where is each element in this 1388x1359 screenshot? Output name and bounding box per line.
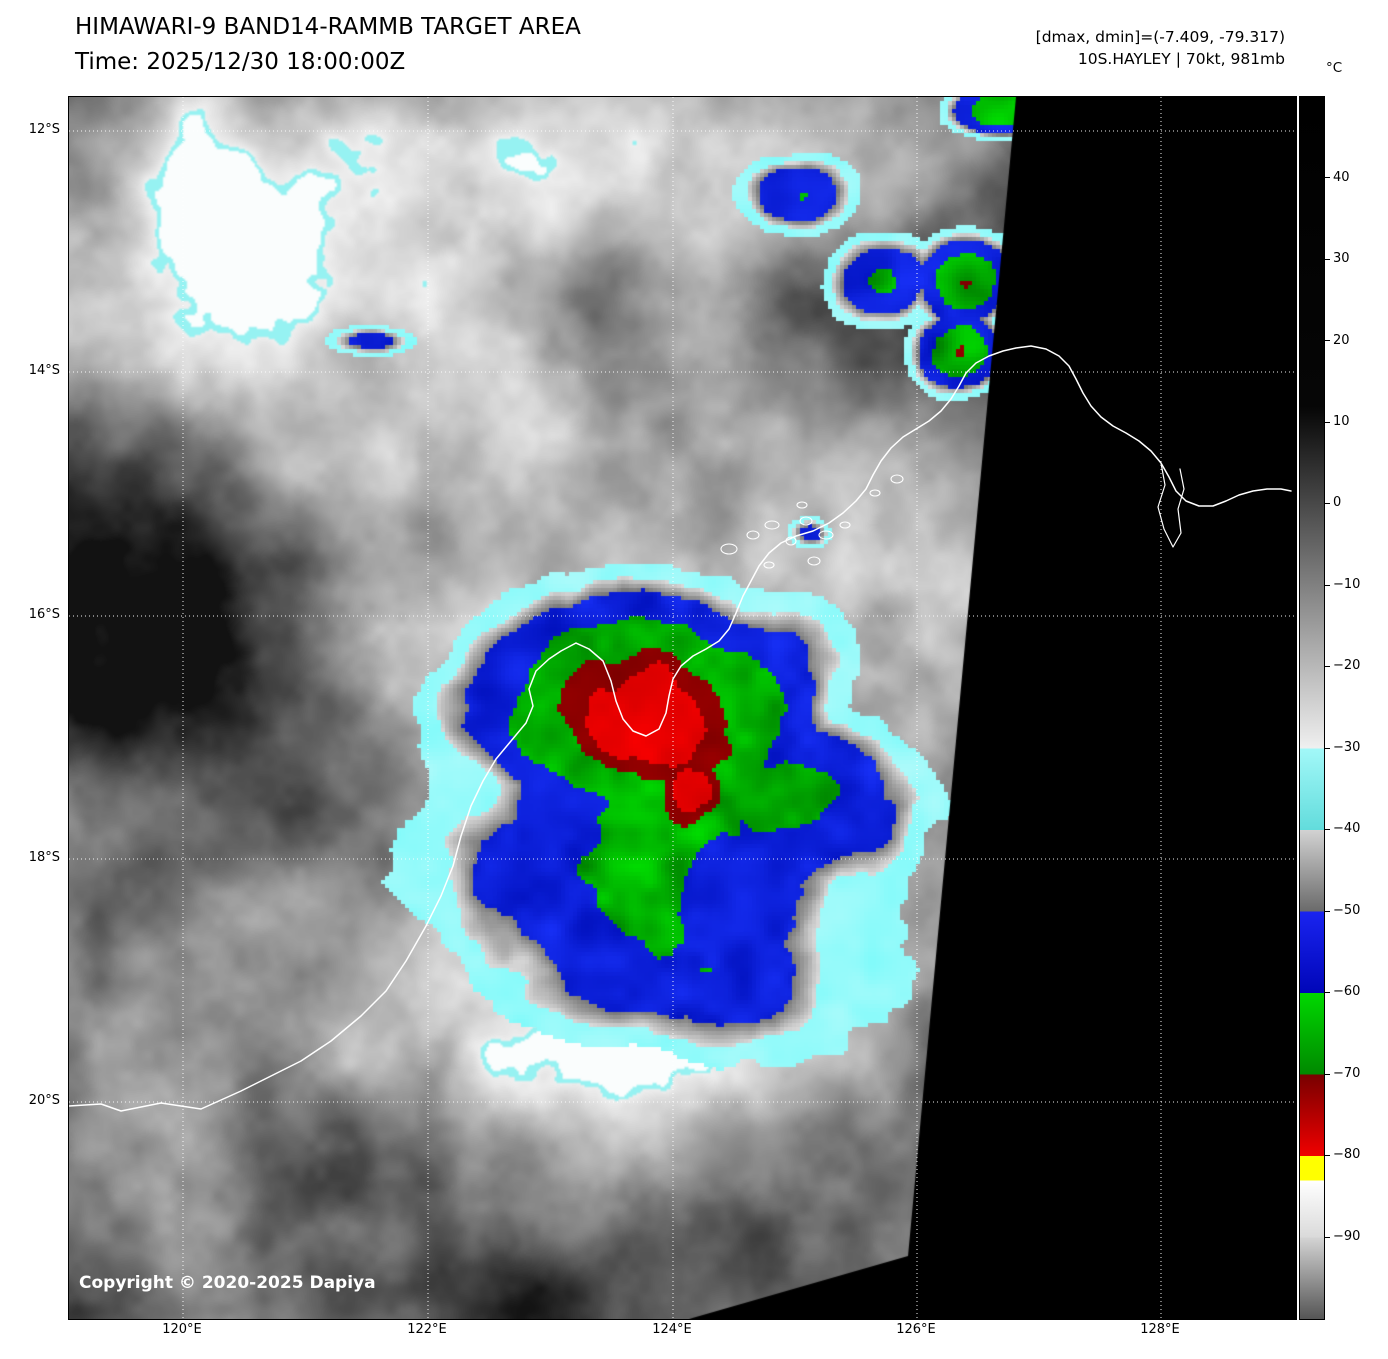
lat-tick-label: 16°S xyxy=(28,607,60,622)
colorbar-tick-label: −30 xyxy=(1333,740,1361,755)
island-outline xyxy=(764,520,780,530)
island-outline xyxy=(720,543,738,555)
island-outline xyxy=(746,530,760,540)
island-outline xyxy=(796,501,808,509)
colorbar-tick-label: −70 xyxy=(1333,1066,1361,1081)
colorbar-tick-label: −90 xyxy=(1333,1229,1361,1244)
map-overlay xyxy=(69,97,1296,1319)
colorbar-tick-label: −40 xyxy=(1333,821,1361,836)
colorbar-tick-label: 40 xyxy=(1333,170,1350,185)
lat-tick-label: 12°S xyxy=(28,122,60,137)
colorbar-tick-marks xyxy=(1325,96,1330,1318)
island-outline xyxy=(890,474,904,484)
colorbar-tick-label: 0 xyxy=(1333,495,1342,510)
colorbar-tick-label: −60 xyxy=(1333,984,1361,999)
colorbar-tick-label: −50 xyxy=(1333,903,1361,918)
island-outlines xyxy=(720,474,904,569)
colorbar-tick-label: −20 xyxy=(1333,658,1361,673)
island-outline xyxy=(869,489,881,497)
colorbar-unit-label: °C xyxy=(1326,60,1343,76)
lat-tick-label: 18°S xyxy=(28,850,60,865)
lat-tick-label: 14°S xyxy=(28,363,60,378)
longitude-axis: 120°E 122°E 124°E 126°E 128°E xyxy=(68,1322,1295,1344)
lon-tick-label: 128°E xyxy=(1140,1322,1180,1337)
colorbar-tick-label: 20 xyxy=(1333,333,1350,348)
island-outline xyxy=(785,536,797,546)
coastlines xyxy=(69,345,1292,1112)
island-outline xyxy=(799,516,813,526)
colorbar xyxy=(1299,96,1325,1320)
satellite-map: Copyright © 2020-2025 Dapiya xyxy=(68,96,1297,1320)
colorbar-tick-label: 10 xyxy=(1333,414,1350,429)
lon-tick-label: 126°E xyxy=(896,1322,936,1337)
header-info: [dmax, dmin]=(-7.409, -79.317) 10S.HAYLE… xyxy=(1036,26,1285,70)
island-outline xyxy=(839,521,851,529)
coastline-gulf-inlet xyxy=(1157,462,1185,548)
colorbar-tick-labels: 40 30 20 10 0 −10 −20 −30 −40 −50 −60 −7… xyxy=(1333,96,1387,1336)
colorbar-tick-label: 30 xyxy=(1333,251,1350,266)
island-outline xyxy=(763,561,775,569)
island-outline xyxy=(818,530,834,540)
product-time: Time: 2025/12/30 18:00:00Z xyxy=(75,49,406,75)
lat-tick-label: 20°S xyxy=(28,1093,60,1108)
lon-tick-label: 124°E xyxy=(652,1322,692,1337)
lon-tick-label: 122°E xyxy=(407,1322,447,1337)
dmax-dmin-readout: [dmax, dmin]=(-7.409, -79.317) xyxy=(1035,28,1285,46)
storm-info: 10S.HAYLEY | 70kt, 981mb xyxy=(1077,50,1285,68)
colorbar-tick-label: −80 xyxy=(1333,1147,1361,1162)
grid-lines xyxy=(69,97,1296,1319)
header: HIMAWARI-9 BAND14-RAMMB TARGET AREA Time… xyxy=(75,10,581,80)
island-outline xyxy=(807,556,821,566)
copyright-watermark: Copyright © 2020-2025 Dapiya xyxy=(79,1273,376,1293)
latitude-axis: 12°S 14°S 16°S 18°S 20°S xyxy=(0,96,62,1318)
product-title: HIMAWARI-9 BAND14-RAMMB TARGET AREA xyxy=(75,14,581,40)
colorbar-tick-label: −10 xyxy=(1333,577,1361,592)
coastline-australia xyxy=(69,345,1292,1112)
lon-tick-label: 120°E xyxy=(162,1322,202,1337)
satellite-imagery-canvas xyxy=(69,97,1296,1319)
